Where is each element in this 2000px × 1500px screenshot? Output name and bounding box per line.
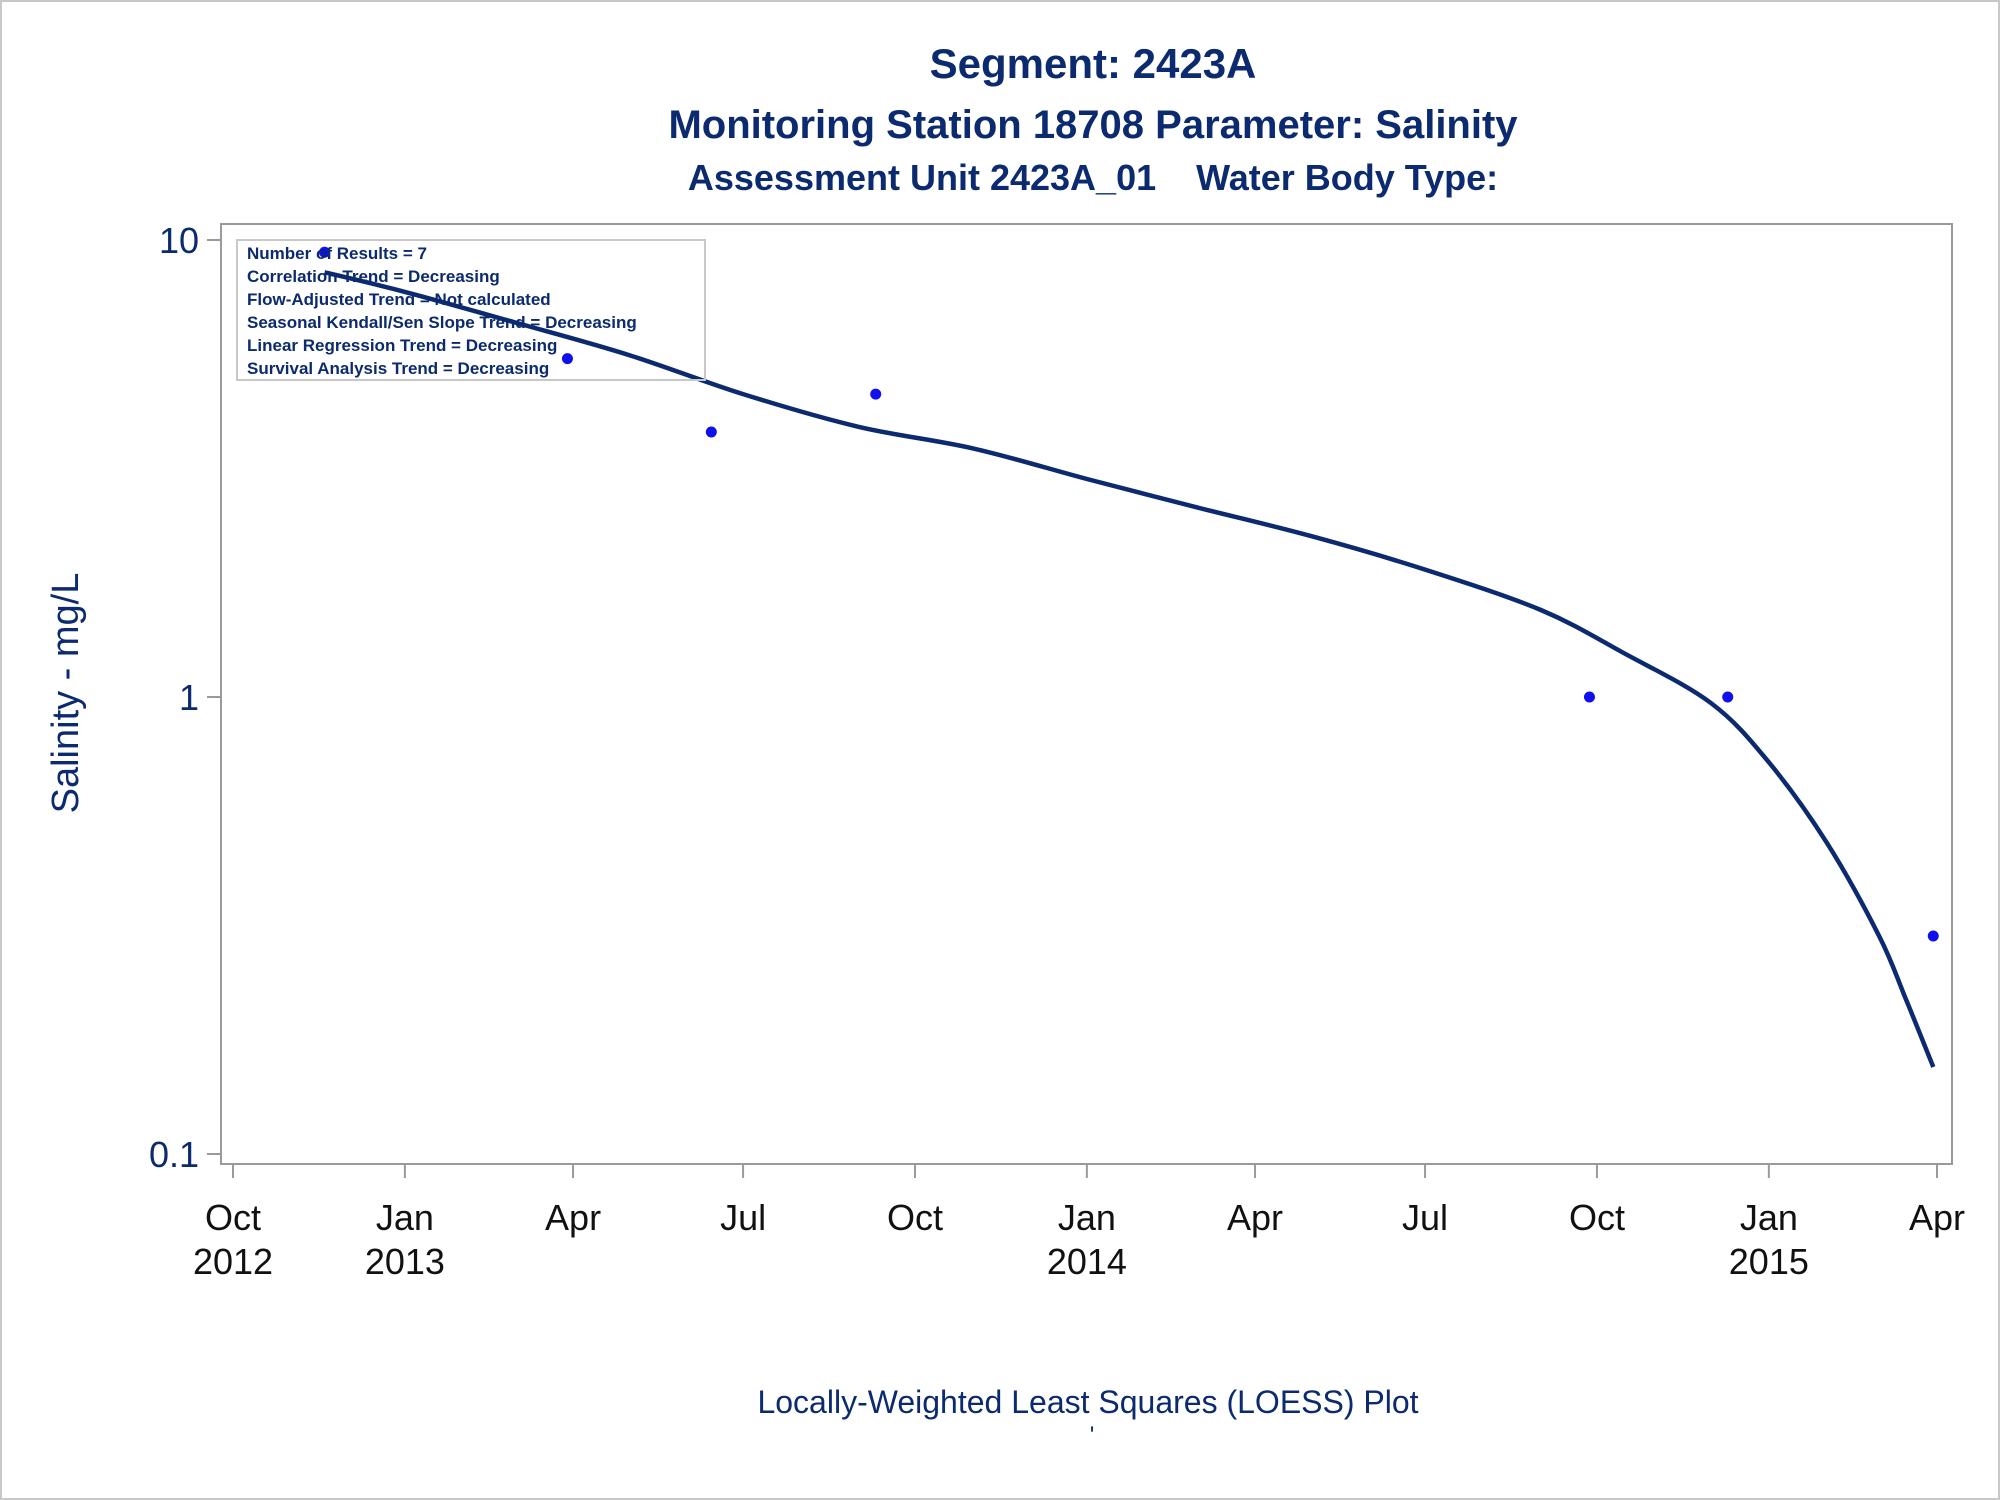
x-tick-label: Apr (1227, 1197, 1283, 1238)
stats-line-flow-adjusted: Flow-Adjusted Trend = Not calculated (247, 290, 551, 309)
chart-title: Segment: 2423A (930, 40, 1257, 87)
x-tick-label: Jan (376, 1197, 434, 1238)
loess-curve (324, 270, 1936, 1068)
y-tick-label: 10 (159, 220, 199, 261)
x-tick-label: Oct (887, 1197, 943, 1238)
x-tick-label: Apr (545, 1197, 601, 1238)
data-point (1722, 691, 1734, 703)
y-tick-label: 0.1 (149, 1134, 199, 1175)
data-point (705, 426, 717, 438)
footnote: Locally-Weighted Least Squares (LOESS) P… (757, 1384, 1418, 1420)
chart-subtitle-2: Assessment Unit 2423A_01 Water Body Type… (688, 157, 1498, 198)
data-point (1583, 691, 1595, 703)
x-tick-label: Jul (720, 1197, 766, 1238)
footnote-mark: ' (1090, 1422, 1095, 1449)
stats-inset-box: Number of Results = 7 Correlation Trend … (236, 239, 706, 381)
stats-line-correlation: Correlation Trend = Decreasing (247, 267, 500, 286)
x-tick-year-label: 2014 (1047, 1241, 1127, 1282)
x-tick-year-label: 2012 (193, 1241, 273, 1282)
x-tick-label: Jul (1402, 1197, 1448, 1238)
x-tick-label: Oct (205, 1197, 261, 1238)
data-point (870, 388, 882, 400)
x-tick-label: Jan (1740, 1197, 1798, 1238)
chart-subtitle: Monitoring Station 18708 Parameter: Sali… (668, 103, 1518, 147)
x-tick-label: Apr (1909, 1197, 1965, 1238)
stats-line-linear-regression: Linear Regression Trend = Decreasing (247, 336, 557, 355)
data-point (1927, 930, 1939, 942)
y-tick-label: 1 (179, 677, 199, 718)
data-points (319, 246, 1939, 942)
x-tick-label: Jan (1058, 1197, 1116, 1238)
y-axis: 0.1 1 10 (149, 220, 221, 1175)
stats-inset-frame (236, 239, 706, 381)
x-tick-label: Oct (1569, 1197, 1625, 1238)
data-point (319, 246, 331, 258)
stats-line-seasonal-kendall: Seasonal Kendall/Sen Slope Trend = Decre… (247, 313, 637, 332)
x-tick-year-label: 2013 (365, 1241, 445, 1282)
stats-line-results: Number of Results = 7 (247, 244, 427, 263)
data-point (561, 353, 573, 365)
y-axis-label: Salinity - mg/L (45, 573, 87, 814)
stats-line-survival-analysis: Survival Analysis Trend = Decreasing (247, 359, 549, 378)
x-tick-year-label: 2015 (1729, 1241, 1809, 1282)
